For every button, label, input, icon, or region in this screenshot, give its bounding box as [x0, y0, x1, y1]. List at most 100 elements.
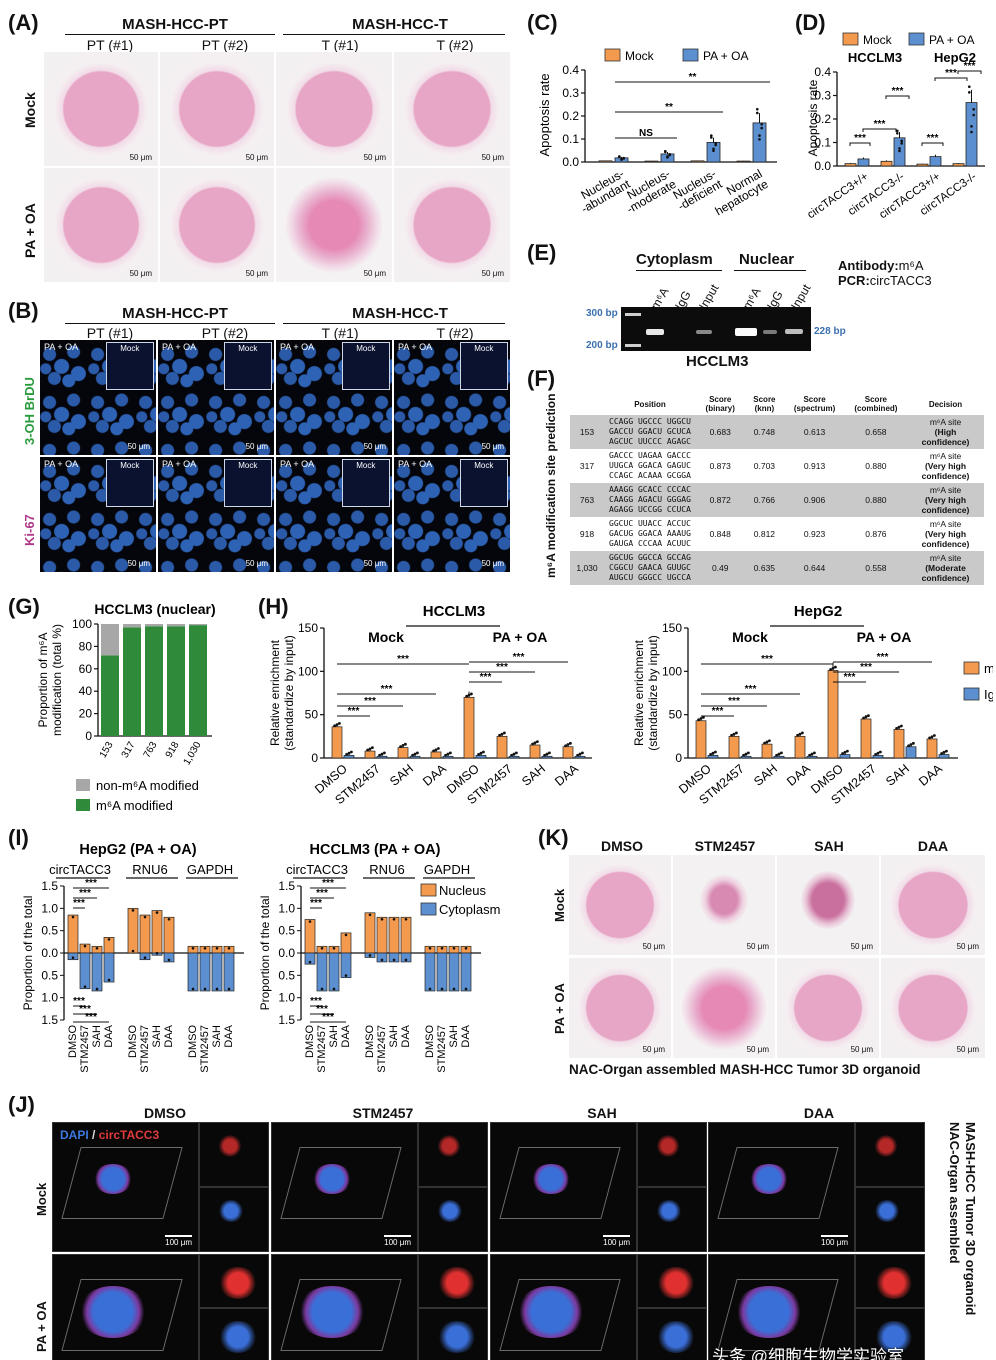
- d-legend-label: PA + OA: [929, 33, 974, 47]
- row-position: 317: [579, 461, 595, 471]
- c-sig-label: **: [665, 102, 673, 113]
- panel-f-label: (F): [527, 366, 556, 391]
- I1-gene-label: circTACC3: [49, 862, 111, 877]
- I2-y-tick-label: 1.5: [278, 1013, 295, 1027]
- panel-c-label: (C): [527, 10, 558, 35]
- H2-sig-label: ***: [877, 652, 889, 663]
- I1-y-tick-label: 1.5: [41, 1013, 58, 1027]
- H1-y-tick-label: 100: [298, 664, 318, 678]
- I2-point: [308, 920, 312, 923]
- red-signal: [874, 1267, 914, 1299]
- H2-point: [829, 668, 832, 671]
- I1-y-tick-label: 1.0: [41, 901, 58, 915]
- H1-point: [335, 723, 339, 726]
- he-image-pt2-mock: 50 μm: [160, 52, 274, 166]
- I1-x-tick-label: DMSO: [67, 1025, 79, 1058]
- c-bar: [598, 160, 613, 163]
- d-bar: [880, 160, 893, 167]
- panel-j-col-2: STM2457: [352, 1105, 414, 1121]
- I1-point: [215, 947, 219, 950]
- I2-point: [332, 987, 336, 991]
- I1-point: [71, 956, 75, 959]
- H1-bar: [496, 735, 508, 759]
- c-point: [760, 122, 763, 126]
- H2-point: [735, 731, 738, 735]
- H2-point: [711, 751, 715, 755]
- H1-bar: [376, 755, 388, 759]
- H2-point: [876, 751, 880, 755]
- H1-point: [467, 693, 471, 697]
- I1-title: HepG2 (PA + OA): [79, 842, 196, 858]
- I1-sig-label: ***: [85, 878, 97, 889]
- fluorescence-image-ki67-3: PA + OA Mock 50 μm: [276, 457, 392, 572]
- tile-tag: PA + OA: [398, 342, 433, 352]
- mock-inset: Mock: [341, 342, 390, 390]
- H1-condition-label: PA + OA: [493, 629, 548, 645]
- panel-a-col-4: T (#2): [436, 37, 474, 53]
- d-sig-bracket: [862, 128, 897, 132]
- I2-point: [428, 947, 432, 950]
- d-point: [898, 147, 901, 150]
- H2-point: [843, 750, 847, 754]
- H2-sig-label: ***: [712, 706, 724, 717]
- I2-point: [308, 960, 312, 964]
- I2-title: HCCLM3 (PA + OA): [310, 842, 441, 858]
- c-sig-label: NS: [639, 128, 653, 139]
- H2-point: [900, 724, 903, 728]
- confocal-red-channel: [199, 1254, 269, 1308]
- d-y-tick-label: 0.0: [814, 159, 831, 173]
- g-bar-segment: [123, 627, 141, 736]
- confocal-blue-channel: [855, 1308, 925, 1360]
- confocal-blue-channel: [199, 1308, 269, 1360]
- d-sig-label: ***: [874, 119, 886, 130]
- I2-y-tick-label: 0.5: [278, 924, 295, 938]
- row-decision: m⁶A site (High confidence): [921, 417, 970, 447]
- I2-point: [440, 947, 444, 950]
- row-score: 0.703: [753, 461, 776, 471]
- row-score: 0.880: [865, 461, 887, 471]
- panel-b-group2-line: [283, 323, 505, 324]
- he-image-t1-paoa: 50 μm: [276, 168, 392, 282]
- H2-point: [714, 750, 717, 754]
- I2-point: [392, 917, 396, 921]
- H1-point: [404, 742, 407, 746]
- I1-x-tick-label: SAH: [211, 1025, 223, 1048]
- I2-bar-nucleus: [376, 916, 388, 954]
- H1-bar: [397, 747, 409, 759]
- H1-point: [368, 747, 372, 751]
- panel-f-ylabel: m⁶A modification site prediction: [544, 393, 558, 578]
- I1-point: [227, 987, 231, 991]
- H1-point: [437, 747, 440, 750]
- panel-j-col-4: DAA: [803, 1105, 835, 1121]
- I2-x-tick-label: STM2457: [376, 1025, 388, 1073]
- I2-legend-label: Nucleus: [439, 883, 486, 898]
- he-k-stm-mock: 50 μm: [673, 855, 775, 955]
- H1-point: [371, 746, 374, 750]
- scale-bar: 50 μm: [363, 442, 386, 451]
- m6a-site-row: 763 AAAGG GCACC CCCAC CAAGG AGACU GGGAG AGA…: [570, 483, 984, 517]
- H2-point: [702, 715, 705, 719]
- I2-sig-label: ***: [322, 878, 334, 889]
- I2-x-tick-label: DMSO: [364, 1025, 376, 1058]
- I1-sig-label: ***: [85, 1012, 97, 1023]
- tile-tag: PA + OA: [162, 459, 197, 469]
- H2-point: [897, 725, 901, 729]
- g-legend-label: non-m⁶A modified: [96, 778, 199, 793]
- c-point: [668, 153, 671, 157]
- H2-point: [862, 716, 865, 720]
- I2-bar-nucleus: [388, 916, 400, 954]
- H2-point: [765, 740, 769, 744]
- I1-bar-nucleus: [163, 916, 175, 954]
- blue-signal: [874, 1321, 914, 1353]
- H1-ylabel: Relative enrichment(standardize by input…: [268, 635, 296, 750]
- H2-x-tick-label: SAH: [751, 762, 780, 789]
- H2-title: HepG2: [794, 603, 842, 620]
- col-position: Position: [634, 399, 666, 409]
- g-bar-segment: [167, 624, 185, 627]
- panel-b-group2: MASH-HCC-T: [352, 305, 448, 322]
- H1-point: [350, 750, 353, 754]
- H2-condition-label: Mock: [732, 629, 768, 645]
- H1-point: [545, 752, 549, 756]
- row-position: 763: [579, 495, 595, 505]
